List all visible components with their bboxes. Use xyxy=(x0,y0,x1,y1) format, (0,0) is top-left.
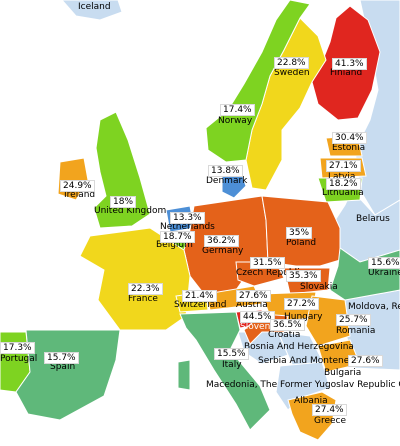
country-value-ireland: 24.9% xyxy=(60,180,95,192)
country-value-czech: 31.5% xyxy=(250,257,285,269)
country-name-romania: Romania xyxy=(336,326,376,336)
country-value-italy: 15.5% xyxy=(214,348,249,360)
country-name-sweden: Sweden xyxy=(274,68,310,78)
shape-sardinia[interactable] xyxy=(177,359,191,391)
country-name-spain: Spain xyxy=(50,362,76,372)
country-name-hungary: Hungary xyxy=(284,312,323,322)
country-value-netherlands: 13.3% xyxy=(170,212,205,224)
country-value-portugal: 17.3% xyxy=(0,342,35,354)
country-name-slovenia: Slovenia xyxy=(240,322,279,332)
country-name-slovakia: Slovakia xyxy=(300,282,338,292)
country-name-estonia: Estonia xyxy=(332,143,366,153)
country-value-romania: 25.7% xyxy=(336,314,371,326)
country-value-bulgaria: 27.6% xyxy=(348,355,383,367)
country-value-poland: 35% xyxy=(286,227,313,239)
country-name-serbia: Serbia And Montenegro xyxy=(258,356,364,366)
country-value-estonia: 30.4% xyxy=(332,132,367,144)
country-name-greece: Greece xyxy=(314,416,347,426)
country-value-uk: 18% xyxy=(110,196,137,208)
country-name-czech: Czech Republic xyxy=(236,268,305,278)
country-value-austria: 27.6% xyxy=(236,290,271,302)
country-value-hungary: 27.2% xyxy=(284,298,319,310)
country-value-france: 22.3% xyxy=(128,283,163,295)
country-name-belarus: Belarus xyxy=(356,214,390,224)
country-name-belgium: Belgium xyxy=(156,240,193,250)
country-value-spain: 15.7% xyxy=(44,352,79,364)
country-name-bulgaria: Bulgaria xyxy=(324,368,362,378)
country-name-uk: United Kingdom xyxy=(94,206,167,216)
country-name-denmark: Denmark xyxy=(206,176,248,186)
country-name-switzerland: Switzerland xyxy=(174,300,227,310)
region-iceland xyxy=(61,0,123,21)
country-name-ireland: Ireland xyxy=(64,190,96,200)
country-name-poland: Poland xyxy=(286,238,317,248)
country-name-macedonia: Macedonia, The Former Yugoslav Republic … xyxy=(206,380,400,390)
country-name-croatia: Croatia xyxy=(268,330,301,340)
country-name-germany: Germany xyxy=(202,246,244,256)
country-value-belgium: 18.7% xyxy=(160,231,195,243)
shape-spain[interactable] xyxy=(15,329,121,421)
country-name-italy: Italy xyxy=(222,360,242,370)
country-value-slovakia: 35.3% xyxy=(286,270,321,282)
country-value-norway: 17.4% xyxy=(220,104,255,116)
country-name-austria: Austria xyxy=(236,300,268,310)
country-name-albania: Albania xyxy=(294,396,328,406)
country-value-ukraine: 15.6% xyxy=(368,257,400,269)
country-name-france: France xyxy=(128,294,158,304)
country-name-moldova: Moldova, Repu xyxy=(348,302,400,312)
country-name-norway: Norway xyxy=(218,116,253,126)
country-value-latvia: 27.1% xyxy=(326,160,361,172)
country-value-sweden: 22.8% xyxy=(274,57,309,69)
country-value-germany: 36.2% xyxy=(204,235,239,247)
country-value-greece: 27.4% xyxy=(312,404,347,416)
country-value-finland: 41.3% xyxy=(332,58,367,70)
country-value-switzerland: 21.4% xyxy=(182,290,217,302)
country-name-lithuania: Lithuania xyxy=(322,188,364,198)
country-name-finland: Finland xyxy=(330,68,363,78)
country-name-latvia: Latvia xyxy=(328,172,356,182)
shape-italy[interactable] xyxy=(179,311,271,431)
country-name-iceland: Iceland xyxy=(78,2,111,12)
country-name-bosnia: Bosnia And Herzegovina xyxy=(244,342,354,352)
shape-norway[interactable] xyxy=(205,0,311,163)
country-value-denmark: 13.8% xyxy=(208,165,243,177)
country-name-portugal: Portugal xyxy=(0,354,38,364)
country-value-slovenia: 44.5% xyxy=(240,311,275,323)
country-name-ukraine: Ukraine xyxy=(368,268,400,278)
country-value-lithuania: 18.2% xyxy=(326,178,361,190)
country-value-croatia: 36.5% xyxy=(270,319,305,331)
country-name-netherlands: Netherlands xyxy=(160,222,215,232)
